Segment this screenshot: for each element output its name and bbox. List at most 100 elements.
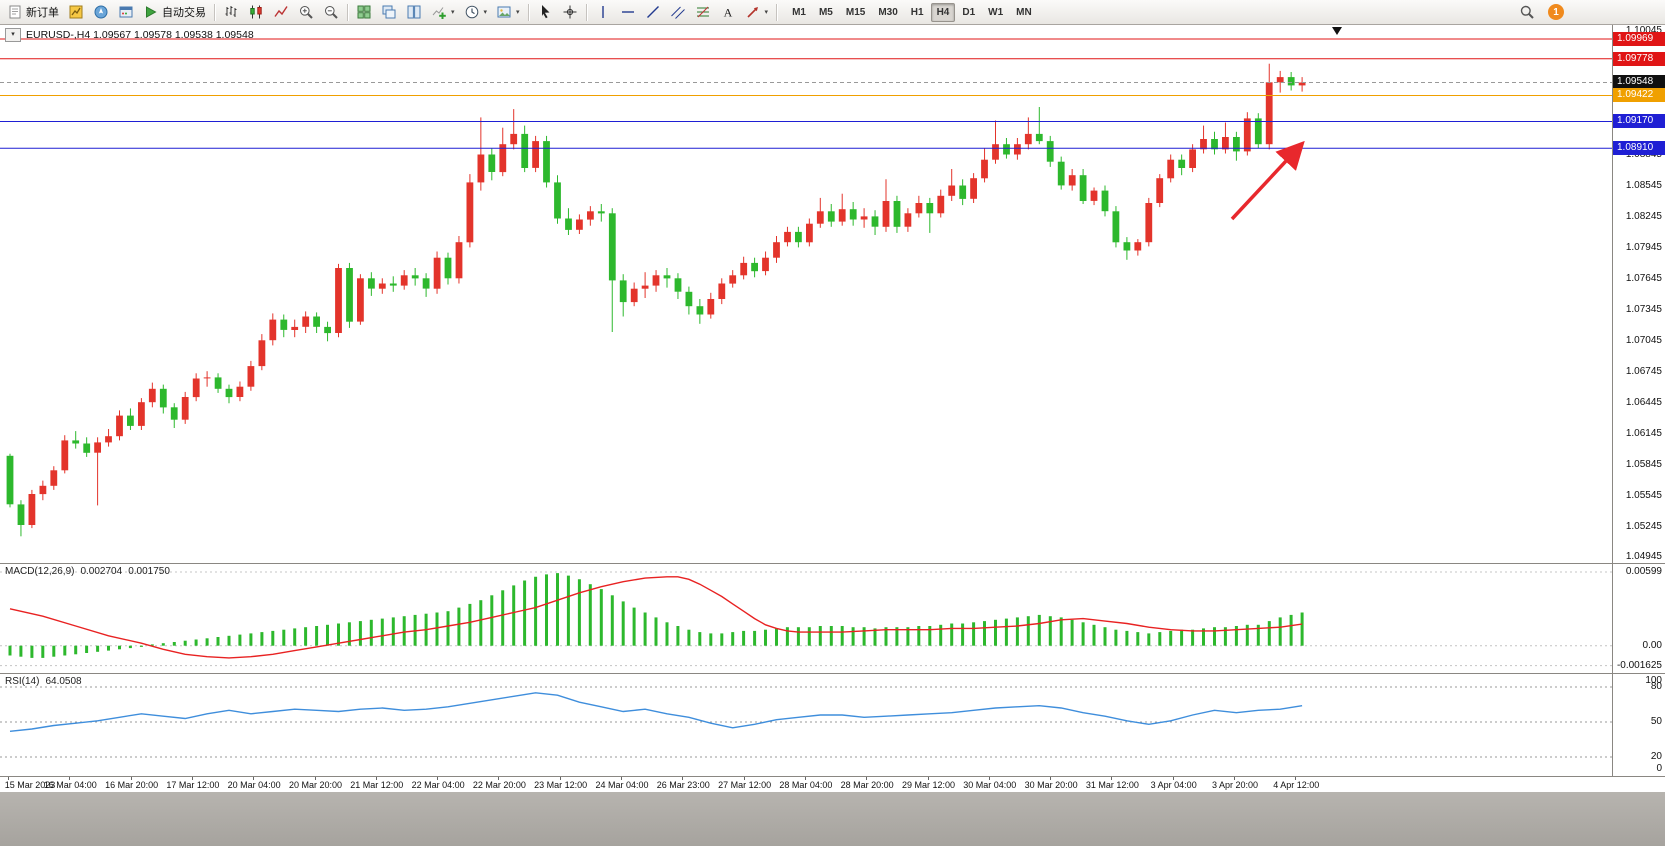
candle [970,173,977,203]
candle [181,391,189,424]
time-label: 28 Mar 20:00 [840,780,894,790]
timeframe-m15[interactable]: M15 [845,6,866,18]
candle [619,274,627,317]
chevron-down-icon: ▾ [516,9,520,16]
rsi-panel[interactable]: 100 80 50 20 0 RSI(14) 64.0508 [0,673,1665,777]
candle [597,204,605,222]
candle [543,135,550,188]
candle [904,208,912,232]
timeframe-h1[interactable]: H1 [910,6,924,18]
price-tick: 1.07645 [1625,272,1662,284]
add-indicator-button[interactable]: ▾ [427,2,459,22]
time-tick [191,777,193,780]
rsi-axis[interactable]: 100 80 50 20 0 [1612,674,1665,777]
periods-button[interactable]: ▾ [460,2,492,22]
rsi-label: RSI(14) 64.0508 [5,676,82,687]
trendline-button[interactable] [641,2,665,22]
channel-button[interactable] [666,2,690,22]
candle [992,120,999,164]
one-click-expander[interactable]: ▾ [5,28,21,42]
toolbar-separator [527,3,529,21]
search-button[interactable] [1515,2,1539,22]
time-axis[interactable]: 15 Mar 2023 16 Mar 04:00 16 Mar 20:00 17 Ma… [0,776,1665,793]
candle [871,210,879,235]
text-tool-button[interactable]: A [716,2,740,22]
macd-panel[interactable]: 0.00599 0.00 -0.001625 MACD(12,26,9) 0.002… [0,563,1665,674]
add-indicator-icon [431,4,447,20]
text-icon: A [720,4,736,20]
price-axis[interactable]: 1.100451.088451.085451.082451.079451.076… [1612,25,1665,564]
candle [532,135,539,173]
templates-button[interactable]: ▾ [492,2,524,22]
macd-value-main: 0.002704 [80,566,123,577]
navigator-icon [93,4,109,20]
zoom-in-button[interactable] [294,2,318,22]
price-tick: 1.08245 [1625,210,1662,222]
shift-marker [1332,27,1342,35]
candlestick-chart-button[interactable] [244,2,268,22]
candle [565,208,572,235]
price-tick: 1.06445 [1625,396,1662,408]
new-order-button[interactable]: 新订单 [3,2,63,22]
candle [1276,70,1284,93]
navigator-button[interactable] [89,2,113,22]
candle [1057,156,1065,190]
rsi-axis-tick: 20 [1650,751,1662,762]
bar-chart-icon [223,4,239,20]
notification-badge[interactable]: 1 [1548,4,1564,20]
chart-window: 1.100451.088451.085451.082451.079451.076… [0,24,1665,793]
macd-chart[interactable] [0,564,1613,674]
timeframe-m1[interactable]: M1 [792,6,806,18]
candle [816,197,824,228]
candle [1145,197,1153,247]
candle [576,214,583,234]
horizontal-line-button[interactable] [616,2,640,22]
candle [1243,112,1251,156]
candle [882,179,890,232]
tile-windows-button[interactable] [352,2,376,22]
terminal-button[interactable] [114,2,138,22]
arrows-icon [745,4,761,20]
candle [1123,237,1131,260]
time-tick [1234,777,1235,780]
price-tick: 1.06745 [1625,365,1662,377]
candle [1035,107,1043,145]
timeframe-w1[interactable]: W1 [988,6,1004,18]
autotrading-button[interactable]: 自动交易 [139,2,210,22]
arrows-tool-button[interactable]: ▾ [741,2,773,22]
rsi-chart[interactable] [0,674,1613,777]
candle [1254,113,1262,149]
timeframe-mn[interactable]: MN [1016,6,1032,18]
cursor-button[interactable] [533,2,557,22]
tile-vertical-button[interactable] [402,2,426,22]
candle [291,319,299,338]
bar-chart-button[interactable] [219,2,243,22]
time-label: 30 Mar 04:00 [963,780,1017,790]
candle [554,175,561,224]
svg-text:A: A [723,6,732,20]
line-chart-button[interactable] [269,2,293,22]
main-price-panel[interactable]: 1.100451.088451.085451.082451.079451.076… [0,24,1665,564]
candle [466,174,474,248]
cascade-windows-icon [381,4,397,20]
timeframe-h4[interactable]: H4 [930,2,956,22]
timeframe-m30[interactable]: M30 [878,6,898,18]
annotation-arrow[interactable] [1230,140,1305,221]
zoom-out-button[interactable] [319,2,343,22]
timeframe-d1[interactable]: D1 [962,6,976,18]
vertical-line-button[interactable] [591,2,615,22]
crosshair-button[interactable] [558,2,582,22]
price-line-badge: 1.09422 [1613,88,1665,103]
candle [718,278,726,305]
fibonacci-button[interactable] [691,2,715,22]
time-label: 17 Mar 12:00 [166,780,220,790]
candle [411,268,419,286]
cascade-windows-button[interactable] [377,2,401,22]
rsi-line [9,692,1303,732]
candle [751,257,758,278]
time-label: 20 Mar 04:00 [227,780,281,790]
timeframe-m5[interactable]: M5 [818,6,833,18]
candlestick-chart[interactable] [0,25,1613,564]
market-watch-button[interactable] [64,2,88,22]
macd-axis[interactable]: 0.00599 0.00 -0.001625 [1612,564,1665,674]
